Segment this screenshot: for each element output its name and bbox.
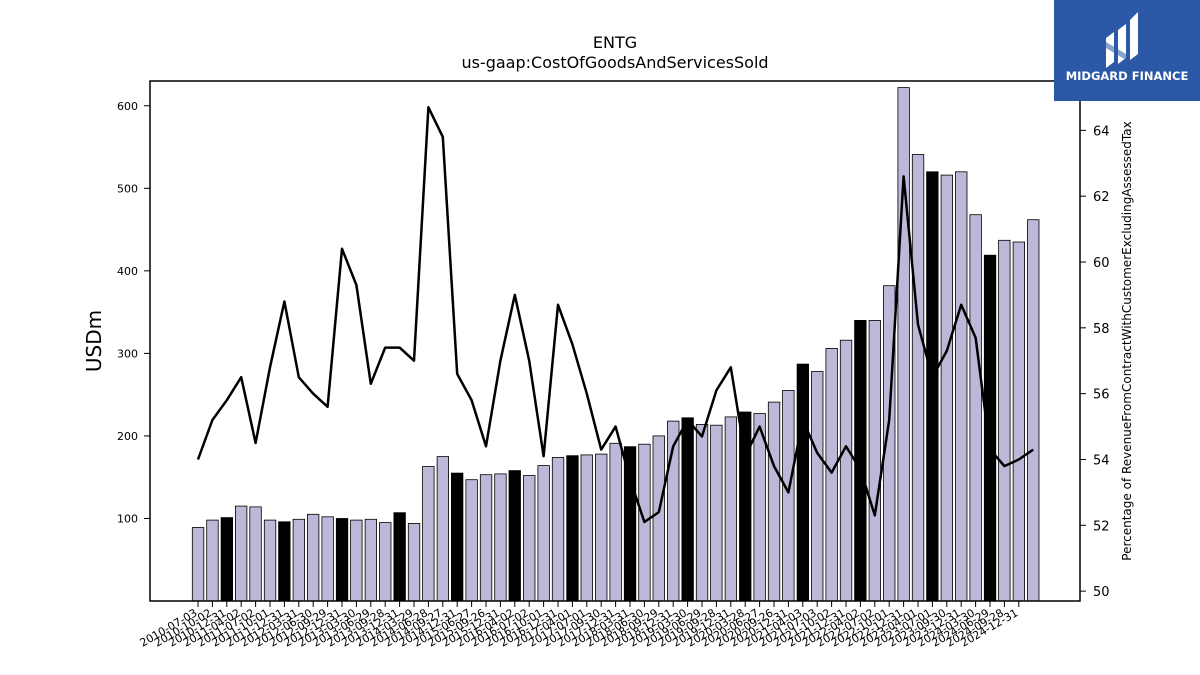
- bar: [191, 527, 205, 602]
- bar: [523, 475, 536, 602]
- bar: [292, 518, 306, 602]
- y2-tick-label: 50: [1093, 585, 1110, 600]
- y-tick-label: 300: [117, 347, 138, 360]
- bar: [796, 363, 809, 602]
- bar: [407, 523, 421, 602]
- bar: [911, 154, 925, 602]
- bar: [940, 174, 953, 602]
- chart-subtitle: us-gaap:CostOfGoodsAndServicesSold: [461, 53, 768, 72]
- bar: [739, 411, 752, 602]
- y-tick-label: 600: [117, 100, 138, 113]
- bar: [595, 453, 608, 602]
- y-axis: 100 200 300 400 500 600: [117, 100, 150, 525]
- bar: [479, 474, 493, 602]
- y2-tick-label: 60: [1093, 256, 1110, 271]
- bar: [350, 519, 363, 602]
- bar: [450, 472, 464, 602]
- bar: [580, 454, 593, 602]
- y2-axis-label: Percentage of RevenueFromContractWithCus…: [1120, 121, 1134, 560]
- bar: [206, 519, 219, 602]
- bar: [1027, 219, 1040, 602]
- y-tick-label: 200: [117, 430, 138, 443]
- y2-tick-label: 54: [1093, 453, 1110, 468]
- bar: [839, 339, 853, 602]
- y-tick-label: 100: [117, 512, 138, 525]
- bar: [508, 470, 521, 602]
- bar: [566, 455, 579, 602]
- y2-tick-label: 62: [1093, 190, 1110, 205]
- y2-axis: 50 52 54 56 58 60 62 64: [1080, 124, 1110, 600]
- y-axis-label: USDm: [82, 310, 106, 372]
- bar: [234, 505, 248, 602]
- bar: [393, 512, 406, 602]
- bar: [998, 239, 1011, 602]
- bar: [335, 518, 349, 602]
- bar: [724, 416, 737, 602]
- bar: [220, 517, 234, 602]
- bar: [306, 513, 320, 602]
- bar: [494, 473, 507, 602]
- bar: [249, 506, 262, 602]
- bar: [422, 466, 435, 602]
- bar: [1012, 241, 1025, 602]
- bar: [681, 417, 694, 602]
- bar: [825, 347, 838, 602]
- bar: [379, 522, 392, 602]
- bar: [926, 171, 939, 602]
- bar: [465, 479, 478, 602]
- bar: [609, 442, 622, 602]
- x-axis: 2010-07-032010-10-022010-12-312011-04-02…: [138, 601, 1020, 650]
- logo-text: MIDGARD FINANCE: [1065, 69, 1189, 83]
- bar: [278, 521, 291, 602]
- bar: [321, 516, 334, 602]
- line-series-group: [196, 106, 1034, 524]
- bar: [868, 319, 881, 602]
- bar: [710, 424, 723, 602]
- bar: [897, 87, 910, 602]
- bar: [364, 518, 378, 602]
- y2-tick-label: 52: [1093, 519, 1110, 534]
- brand-logo: MIDGARD FINANCE: [1054, 0, 1200, 101]
- line-series: [196, 106, 1034, 524]
- bar: [969, 214, 982, 602]
- bar: [436, 456, 450, 602]
- bar: [551, 456, 565, 602]
- y2-tick-label: 56: [1093, 388, 1110, 403]
- midgard-logo-icon: [1106, 12, 1138, 68]
- bar: [695, 423, 709, 602]
- bar: [753, 413, 766, 602]
- y-tick-label: 400: [117, 265, 138, 278]
- chart-title: ENTG: [593, 33, 637, 52]
- plot-frame: [149, 80, 1081, 602]
- bar: [955, 171, 968, 602]
- bar: [782, 390, 795, 602]
- y2-tick-label: 64: [1093, 124, 1110, 139]
- bar-group: [191, 87, 1040, 602]
- bar: [811, 371, 824, 602]
- bar: [767, 401, 781, 602]
- y-tick-label: 500: [117, 182, 138, 195]
- bar: [537, 465, 550, 602]
- bar: [652, 435, 665, 602]
- y2-tick-label: 58: [1093, 322, 1110, 337]
- bar: [263, 519, 277, 602]
- bar: [623, 446, 637, 602]
